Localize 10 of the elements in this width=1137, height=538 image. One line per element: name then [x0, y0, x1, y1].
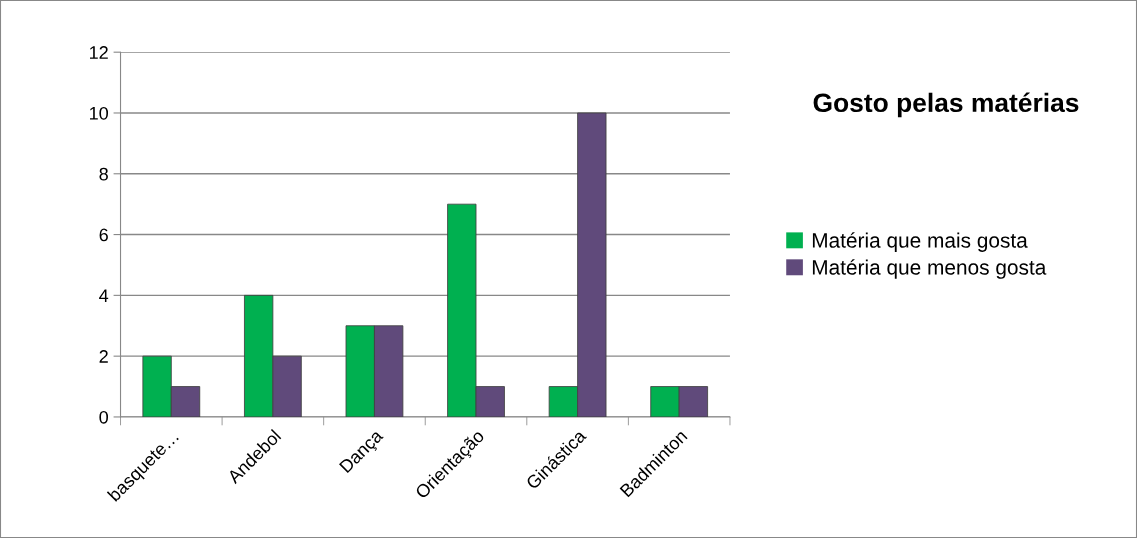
y-tick-label: 4: [99, 289, 109, 302]
y-tick-label: 12: [90, 46, 108, 59]
y-tick-label: 8: [99, 167, 108, 181]
y-tick-label: 0: [99, 410, 109, 424]
text: Gosto pelas matérias: [813, 92, 1079, 118]
legend-label: Matéria que menos gosta: [812, 259, 1047, 279]
y-tick-label: 6: [99, 228, 108, 242]
y-tick-label: 2: [99, 350, 108, 363]
legend-label: Matéria que mais gosta: [812, 232, 1028, 252]
y-tick-label: 10: [90, 106, 109, 120]
